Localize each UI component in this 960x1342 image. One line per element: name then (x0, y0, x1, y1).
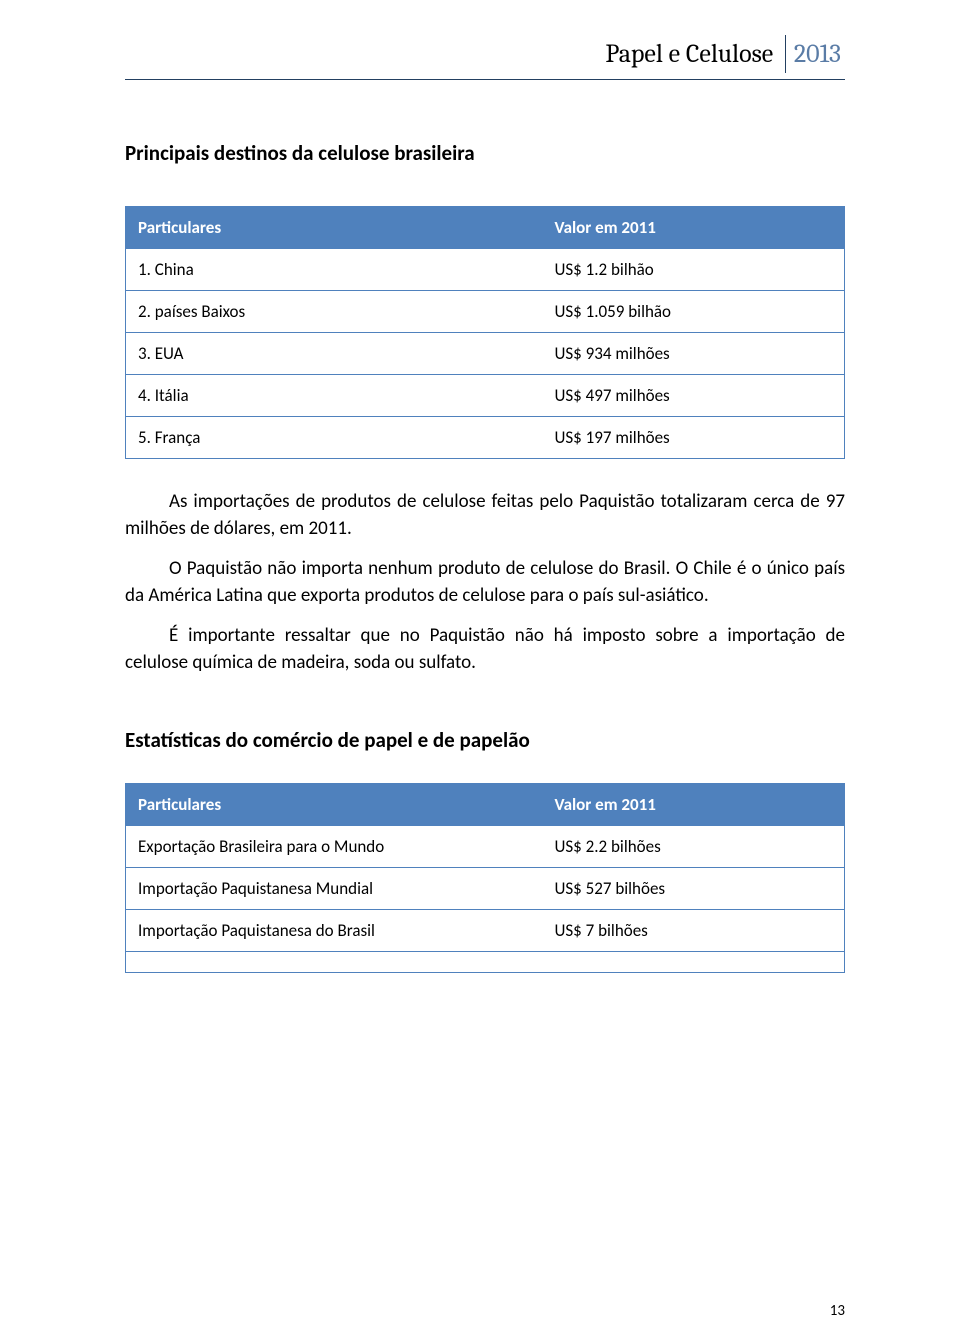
cell: US$ 7 bilhões (542, 910, 844, 952)
col-valor: Valor em 2011 (542, 207, 844, 249)
table-row: Importação Paquistanesa Mundial US$ 527 … (126, 868, 844, 910)
table-row: 3. EUA US$ 934 milhões (126, 333, 844, 375)
cell: 4. Itália (126, 375, 542, 417)
table-header-row: Particulares Valor em 2011 (126, 207, 844, 249)
cell: 5. França (126, 417, 542, 459)
table-destinos: Particulares Valor em 2011 1. China US$ … (125, 206, 845, 459)
cell: US$ 1.2 bilhão (542, 249, 844, 291)
col-particulares: Particulares (126, 207, 542, 249)
table-row: 1. China US$ 1.2 bilhão (126, 249, 844, 291)
table-row: 5. França US$ 197 milhões (126, 417, 844, 459)
header-rule (125, 79, 845, 80)
col-particulares: Particulares (126, 784, 542, 826)
cell (542, 952, 844, 973)
section1-heading: Principais destinos da celulose brasilei… (125, 140, 845, 166)
paragraph-3: É importante ressaltar que no Paquistão … (125, 623, 845, 676)
cell: Importação Paquistanesa Mundial (126, 868, 542, 910)
cell: US$ 527 bilhões (542, 868, 844, 910)
page-number: 13 (830, 1302, 845, 1320)
cell: 3. EUA (126, 333, 542, 375)
section2-heading: Estatísticas do comércio de papel e de p… (125, 727, 845, 753)
doc-year: 2013 (785, 35, 845, 73)
table-row: Exportação Brasileira para o Mundo US$ 2… (126, 826, 844, 868)
cell: US$ 197 milhões (542, 417, 844, 459)
cell (126, 952, 542, 973)
table-row: Importação Paquistanesa do Brasil US$ 7 … (126, 910, 844, 952)
table-header-row: Particulares Valor em 2011 (126, 784, 844, 826)
cell: US$ 497 milhões (542, 375, 844, 417)
cell: US$ 2.2 bilhões (542, 826, 844, 868)
col-valor: Valor em 2011 (542, 784, 844, 826)
paragraph-1: As importações de produtos de celulose f… (125, 489, 845, 542)
cell: Exportação Brasileira para o Mundo (126, 826, 542, 868)
cell: Importação Paquistanesa do Brasil (126, 910, 542, 952)
cell: 1. China (126, 249, 542, 291)
table-row: 4. Itália US$ 497 milhões (126, 375, 844, 417)
page-header: Papel e Celulose 2013 (601, 35, 845, 73)
doc-title: Papel e Celulose (601, 35, 781, 73)
table-estatisticas: Particulares Valor em 2011 Exportação Br… (125, 783, 845, 973)
paragraph-2: O Paquistão não importa nenhum produto d… (125, 556, 845, 609)
cell: US$ 934 milhões (542, 333, 844, 375)
table-row: 2. países Baixos US$ 1.059 bilhão (126, 291, 844, 333)
cell: 2. países Baixos (126, 291, 542, 333)
cell: US$ 1.059 bilhão (542, 291, 844, 333)
table-row (126, 952, 844, 973)
